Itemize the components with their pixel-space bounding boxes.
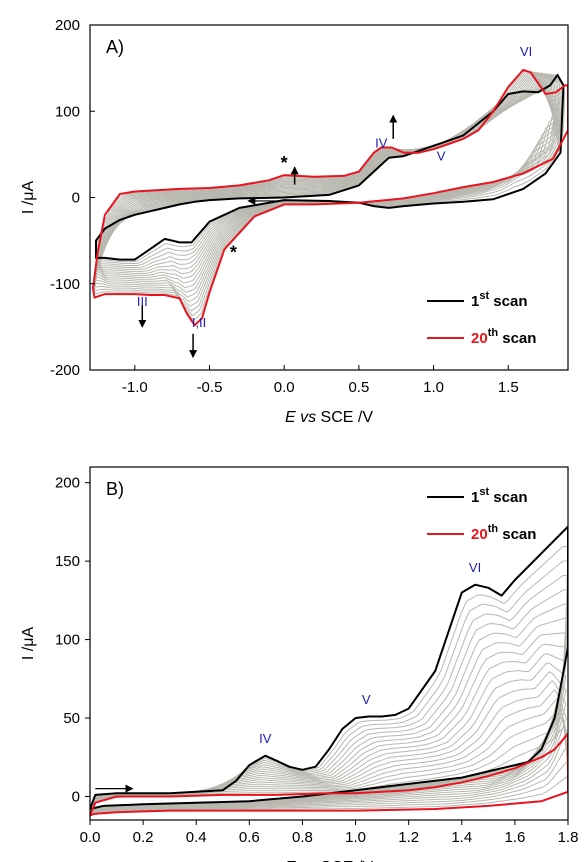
x-axis-label: E vs SCE /V (285, 859, 373, 862)
legend-rest: scan (489, 293, 527, 310)
series-line-1st-scan (90, 525, 568, 810)
legend-main: 20 (471, 330, 488, 347)
legend-rest: scan (498, 330, 536, 347)
gray-scan (90, 632, 567, 812)
gray-scan (95, 74, 562, 263)
legend-rest: scan (498, 526, 536, 543)
x-tick-label: -1.0 (122, 379, 148, 396)
gray-scan (90, 589, 568, 811)
gray-scan (90, 724, 568, 816)
gray-scan (90, 560, 568, 811)
gray-scan (90, 679, 567, 814)
x-tick-label: 0.0 (80, 829, 101, 846)
y-tick-label: 50 (63, 710, 80, 727)
gray-scan (90, 662, 567, 813)
gray-scan (95, 73, 561, 264)
legend-label: 1st scan (471, 486, 527, 506)
x-axis-label-rest: SCE /V (316, 409, 373, 426)
x-axis-label-rest: SCE /V (316, 859, 373, 862)
legend-rest: scan (489, 489, 527, 506)
x-axis-label: E vs SCE /V (285, 409, 373, 426)
series-line-20th-scan (90, 732, 568, 817)
peak-label: IV (259, 731, 272, 746)
x-tick-label: 1.5 (498, 379, 519, 396)
peak-label: V (362, 692, 371, 707)
x-tick-label: 0.2 (133, 829, 154, 846)
peak-label: III (137, 294, 148, 309)
peak-label: IV (375, 135, 388, 150)
legend-main: 1 (471, 293, 479, 310)
legend-sup: th (488, 327, 499, 339)
gray-scan (90, 653, 567, 813)
x-tick-label: -0.5 (197, 379, 223, 396)
y-tick-label: -200 (50, 362, 80, 379)
y-tick-label: 150 (55, 553, 80, 570)
x-axis-label-italic: E vs (285, 409, 316, 426)
series-line-1st-scan (95, 74, 565, 261)
panel-label: B) (106, 479, 124, 499)
peak-label: VI (469, 560, 481, 575)
legend-sup: st (479, 486, 489, 498)
y-tick-label: -100 (50, 276, 80, 293)
x-tick-label: 0.8 (292, 829, 313, 846)
legend-sup: st (479, 290, 489, 302)
legend-main: 1 (471, 489, 479, 506)
x-tick-label: 0.5 (348, 379, 369, 396)
plot-frame (89, 466, 569, 821)
gray-scan (96, 72, 557, 272)
gray-scan (90, 715, 568, 816)
series-line-20th-scan (92, 68, 568, 327)
x-tick-label: 0.4 (186, 829, 207, 846)
gray-scan (96, 73, 560, 266)
star-marker: * (281, 153, 288, 173)
gray-scan (90, 643, 567, 813)
panel-label: A) (106, 37, 124, 57)
y-tick-label: 0 (72, 788, 80, 805)
gray-scan (90, 688, 567, 815)
y-tick-label: 0 (72, 190, 80, 207)
x-tick-label: 1.2 (398, 829, 419, 846)
intermediate-scans (90, 545, 568, 816)
y-tick-label: 200 (55, 17, 80, 34)
x-axis-label-italic: E vs (285, 859, 316, 862)
legend-sup: th (488, 523, 499, 535)
x-tick-label: 1.6 (504, 829, 525, 846)
legend-label: 1st scan (471, 290, 527, 310)
legend-label: 20th scan (471, 327, 536, 347)
x-tick-label: 1.0 (423, 379, 444, 396)
legend-main: 20 (471, 526, 488, 543)
panel-a: -1.0 -0.5 0.0 0.5 1.0 1.5 -200 -100 0 100 200 E vs … (20, 17, 569, 426)
gray-scan (90, 706, 568, 815)
panel-b: 0.0 0.2 0.4 0.6 0.8 1.0 1.2 1.4 1.6 1.8 0 50 100 150 2… (20, 466, 579, 862)
star-marker: * (230, 243, 237, 263)
x-tick-label: 0.6 (239, 829, 260, 846)
legend-label: 20th scan (471, 523, 536, 543)
peak-label: VI (520, 44, 532, 59)
y-tick-label: 100 (55, 632, 80, 649)
x-tick-label: 0.0 (274, 379, 295, 396)
peak-label: V (437, 148, 446, 163)
x-tick-label: 1.0 (345, 829, 366, 846)
y-axis-label: I /μA (20, 627, 37, 661)
x-tick-label: 1.4 (451, 829, 472, 846)
gray-scan (90, 697, 568, 815)
y-tick-label: 100 (55, 103, 80, 120)
gray-scan (90, 671, 567, 814)
peak-label: I,II (192, 315, 206, 330)
y-tick-label: 200 (55, 475, 80, 492)
x-tick-label: 1.8 (558, 829, 579, 846)
y-axis-label: I /μA (20, 181, 37, 215)
